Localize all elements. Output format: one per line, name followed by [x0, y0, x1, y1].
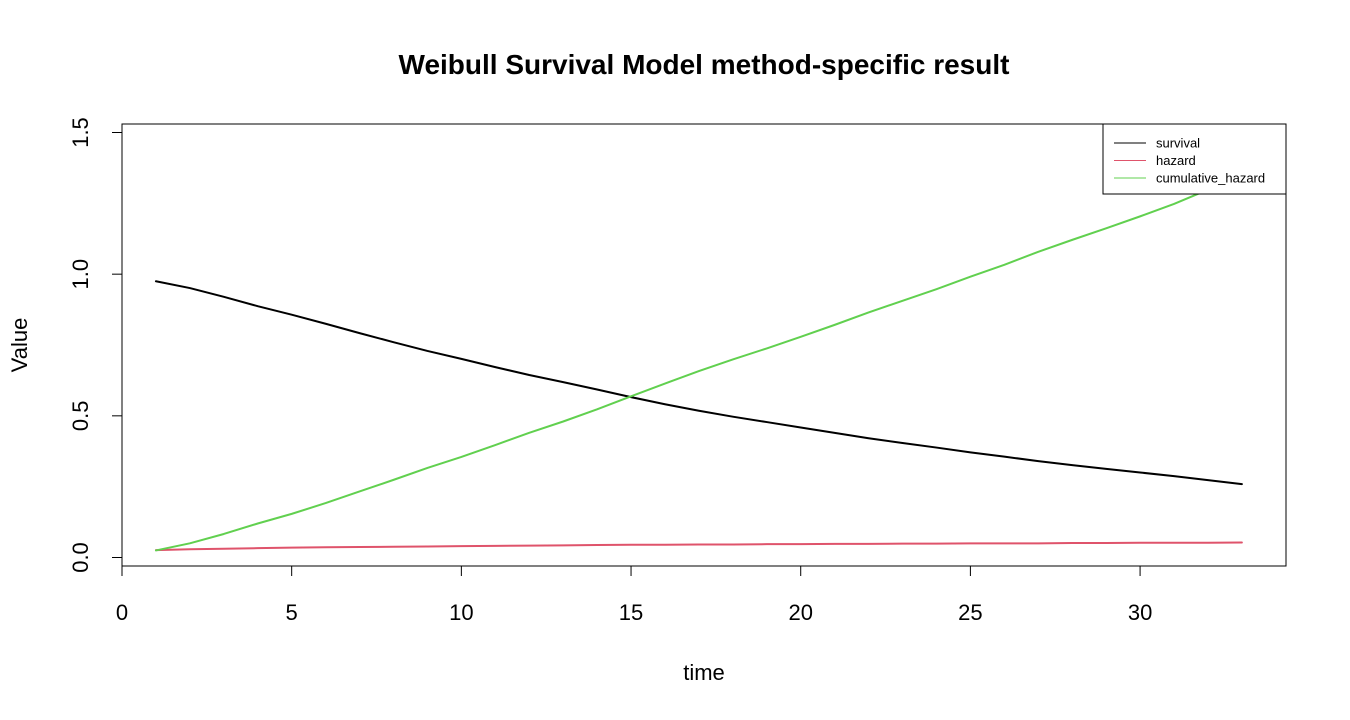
- series-layer: [154, 173, 1243, 552]
- chart-title: Weibull Survival Model method-specific r…: [399, 49, 1010, 80]
- legend-box: [1102, 123, 1287, 195]
- x-tick-label: 30: [1128, 600, 1152, 625]
- legend-label-survival: survival: [1156, 136, 1200, 151]
- y-axis-label: Value: [7, 318, 32, 373]
- y-tick-label: 1.0: [68, 259, 93, 290]
- x-axis: 0 5 10 15 20 25 30: [116, 565, 1152, 625]
- legend-label-cumulative-hazard: cumulative_hazard: [1156, 171, 1265, 186]
- series-line-cumulative-hazard: [154, 173, 1243, 552]
- x-tick-label: 25: [958, 600, 982, 625]
- y-tick-label: 1.5: [68, 117, 93, 148]
- x-tick-label: 10: [449, 600, 473, 625]
- y-axis: 0.0 0.5 1.0 1.5: [68, 117, 123, 573]
- series-line-survival: [154, 280, 1243, 486]
- legend: survival hazard cumulative_hazard: [1102, 123, 1287, 195]
- x-axis-label: time: [683, 660, 725, 685]
- legend-label-hazard: hazard: [1156, 153, 1196, 168]
- series-line-hazard: [154, 541, 1243, 552]
- x-tick-label: 20: [788, 600, 812, 625]
- x-tick-label: 5: [286, 600, 298, 625]
- y-tick-label: 0.5: [68, 401, 93, 432]
- x-tick-label: 0: [116, 600, 128, 625]
- y-tick-label: 0.0: [68, 542, 93, 573]
- x-tick-label: 15: [619, 600, 643, 625]
